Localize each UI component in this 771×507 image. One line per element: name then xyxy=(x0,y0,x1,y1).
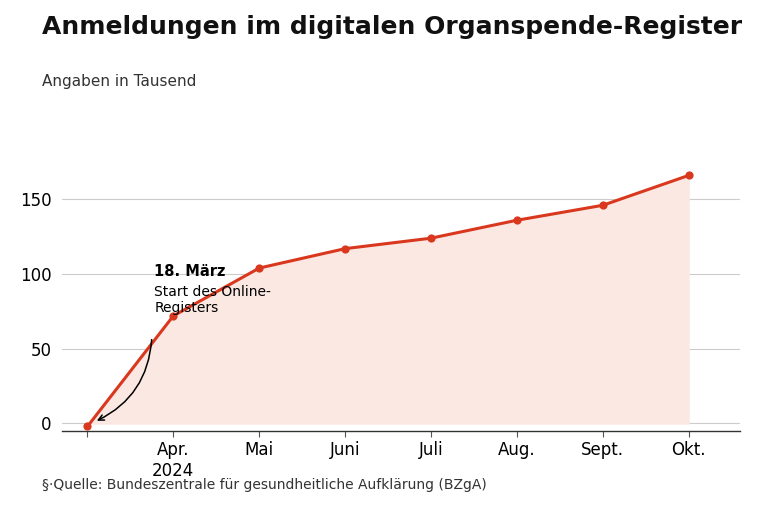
Text: Start des Online-
Registers: Start des Online- Registers xyxy=(154,284,271,315)
Point xyxy=(425,234,437,242)
Point xyxy=(682,171,695,179)
Text: §·Quelle: Bundeszentrale für gesundheitliche Aufklärung (BZgA): §·Quelle: Bundeszentrale für gesundheitl… xyxy=(42,478,487,492)
Text: 18. März: 18. März xyxy=(154,264,226,278)
Text: Angaben in Tausend: Angaben in Tausend xyxy=(42,74,197,89)
Point xyxy=(167,312,180,320)
Point xyxy=(597,201,609,209)
Point xyxy=(510,216,523,224)
Point xyxy=(253,264,265,272)
Point xyxy=(81,422,93,430)
Text: Anmeldungen im digitalen Organspende-Register: Anmeldungen im digitalen Organspende-Reg… xyxy=(42,15,742,39)
Point xyxy=(339,244,352,252)
